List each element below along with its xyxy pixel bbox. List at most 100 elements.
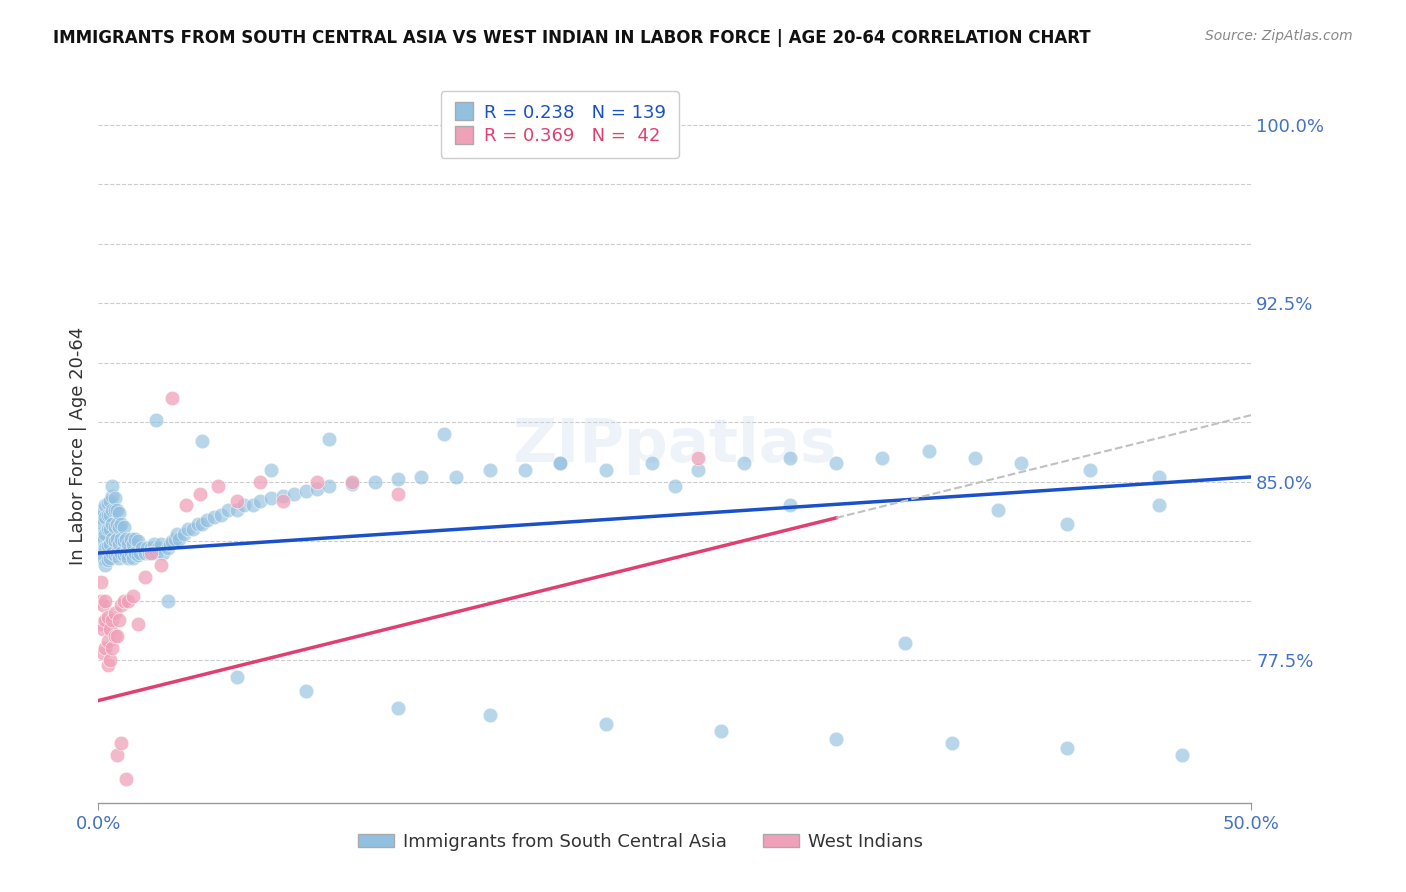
Text: Source: ZipAtlas.com: Source: ZipAtlas.com bbox=[1205, 29, 1353, 44]
Point bbox=[149, 536, 172, 550]
Point bbox=[513, 463, 536, 477]
Point bbox=[145, 546, 167, 560]
Point bbox=[307, 475, 329, 489]
Point bbox=[97, 553, 120, 567]
Point bbox=[108, 613, 131, 627]
Point bbox=[91, 503, 114, 517]
Point bbox=[98, 536, 121, 550]
Point bbox=[141, 546, 163, 560]
Point bbox=[117, 550, 139, 565]
Point bbox=[97, 634, 120, 648]
Point bbox=[271, 489, 294, 503]
Point bbox=[174, 499, 197, 513]
Point bbox=[94, 499, 117, 513]
Point bbox=[97, 508, 120, 522]
Point bbox=[112, 549, 135, 563]
Point bbox=[98, 550, 121, 565]
Point bbox=[94, 613, 117, 627]
Point bbox=[249, 475, 271, 489]
Point bbox=[117, 536, 139, 550]
Point bbox=[98, 653, 121, 667]
Point bbox=[249, 493, 271, 508]
Point bbox=[340, 475, 363, 489]
Point bbox=[97, 610, 120, 624]
Point bbox=[90, 510, 112, 524]
Point bbox=[138, 546, 160, 560]
Point bbox=[364, 475, 387, 489]
Legend: Immigrants from South Central Asia, West Indians: Immigrants from South Central Asia, West… bbox=[350, 826, 931, 858]
Point bbox=[595, 717, 617, 731]
Point bbox=[103, 606, 125, 620]
Point bbox=[872, 450, 894, 465]
Point bbox=[202, 510, 225, 524]
Point bbox=[131, 541, 153, 556]
Point bbox=[90, 527, 112, 541]
Point bbox=[112, 534, 135, 549]
Point bbox=[825, 731, 848, 746]
Point bbox=[98, 622, 121, 636]
Point bbox=[105, 503, 128, 517]
Point bbox=[163, 532, 186, 546]
Point bbox=[1171, 748, 1194, 763]
Point bbox=[94, 558, 117, 572]
Point bbox=[779, 450, 801, 465]
Point bbox=[115, 532, 138, 546]
Point bbox=[115, 546, 138, 560]
Point bbox=[318, 479, 340, 493]
Point bbox=[135, 541, 157, 556]
Point bbox=[191, 434, 214, 449]
Point bbox=[124, 532, 146, 546]
Point bbox=[479, 707, 502, 722]
Point bbox=[91, 517, 114, 532]
Point bbox=[307, 482, 329, 496]
Point bbox=[271, 493, 294, 508]
Point bbox=[159, 536, 181, 550]
Point bbox=[779, 499, 801, 513]
Point bbox=[127, 617, 149, 632]
Point bbox=[411, 470, 433, 484]
Point bbox=[105, 532, 128, 546]
Point bbox=[110, 517, 132, 532]
Point bbox=[90, 546, 112, 560]
Point bbox=[167, 532, 190, 546]
Point bbox=[120, 546, 142, 560]
Point bbox=[94, 527, 117, 541]
Point bbox=[103, 549, 125, 563]
Point bbox=[110, 546, 132, 560]
Point bbox=[105, 629, 128, 643]
Point bbox=[894, 636, 917, 650]
Point bbox=[122, 536, 145, 550]
Point bbox=[91, 599, 114, 613]
Point bbox=[260, 463, 283, 477]
Point bbox=[94, 541, 117, 556]
Point bbox=[191, 517, 214, 532]
Point bbox=[115, 772, 138, 786]
Point bbox=[225, 493, 247, 508]
Point bbox=[686, 463, 709, 477]
Point bbox=[101, 546, 124, 560]
Point bbox=[548, 456, 571, 470]
Point bbox=[148, 541, 170, 556]
Point bbox=[387, 486, 409, 500]
Point bbox=[117, 593, 139, 607]
Point bbox=[141, 541, 163, 556]
Point bbox=[101, 641, 124, 656]
Point bbox=[242, 499, 264, 513]
Point bbox=[90, 593, 112, 607]
Point bbox=[134, 570, 156, 584]
Point bbox=[710, 724, 733, 739]
Point bbox=[187, 517, 209, 532]
Point bbox=[295, 484, 318, 499]
Point bbox=[110, 532, 132, 546]
Point bbox=[120, 532, 142, 546]
Point bbox=[101, 613, 124, 627]
Point bbox=[225, 503, 247, 517]
Point bbox=[90, 617, 112, 632]
Point bbox=[941, 736, 963, 750]
Point bbox=[145, 413, 167, 427]
Point bbox=[127, 549, 149, 563]
Point bbox=[479, 463, 502, 477]
Point bbox=[105, 546, 128, 560]
Point bbox=[195, 513, 218, 527]
Point bbox=[160, 392, 183, 406]
